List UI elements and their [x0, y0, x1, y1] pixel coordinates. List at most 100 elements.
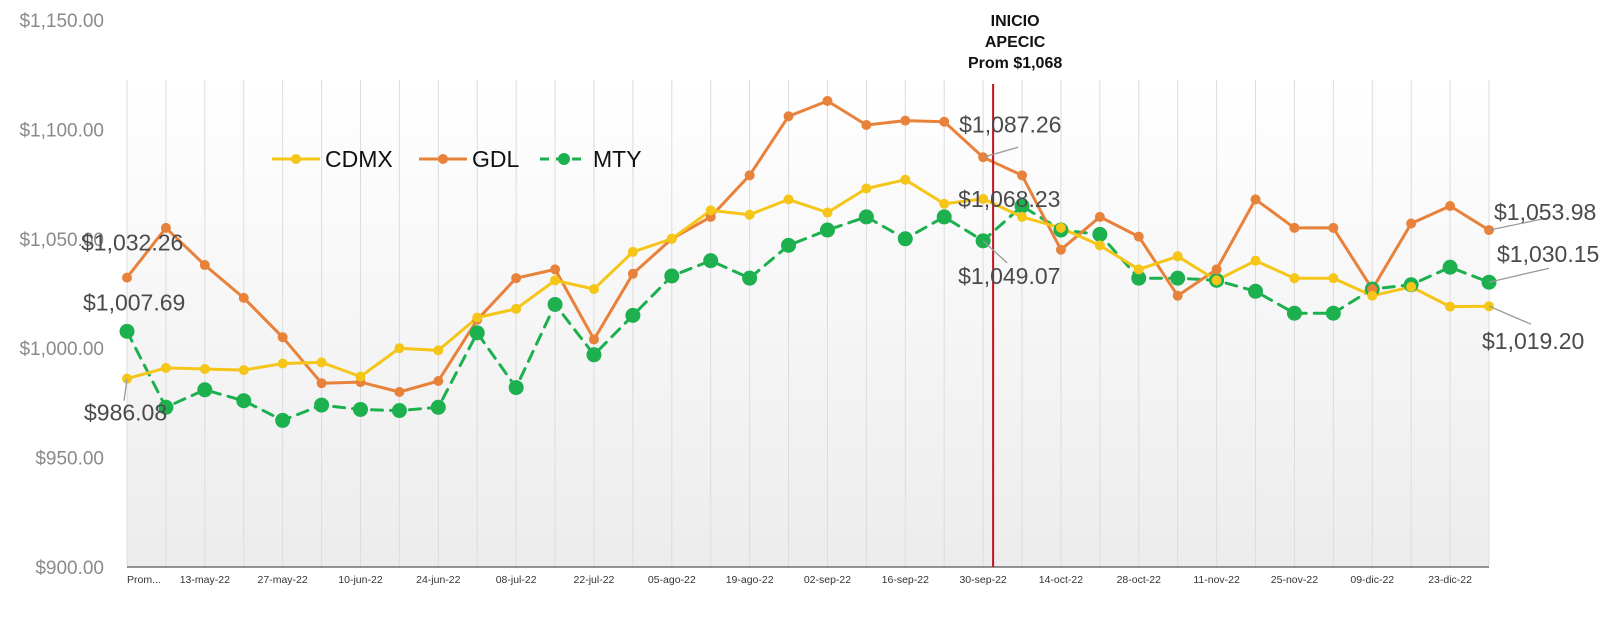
data-point-gdl: [394, 386, 405, 397]
data-point-mty: [1170, 270, 1186, 286]
data-point-mty: [897, 231, 913, 247]
legend: CDMX GDL MTY: [272, 146, 642, 172]
data-point-cdmx: [355, 371, 366, 382]
plot-background: [127, 80, 1489, 567]
callout-leader: [982, 146, 1019, 158]
data-point-cdmx: [627, 246, 638, 257]
callout-leader: [1488, 305, 1532, 325]
reference-label: INICIO: [991, 13, 1040, 30]
y-tick-label: $1,100.00: [19, 120, 104, 141]
data-point-cdmx: [978, 193, 989, 204]
callout-leader: [123, 378, 128, 401]
legend-swatch-marker-mty: [558, 153, 570, 165]
data-point-cdmx: [783, 194, 794, 205]
data-point-cdmx: [550, 275, 561, 286]
x-tick-label: 11-nov-22: [1193, 574, 1240, 586]
series-line-gdl: [125, 99, 1491, 394]
x-tick-label: 23-dic-22: [1428, 574, 1472, 586]
data-point-cdmx: [1406, 281, 1417, 292]
data-point-gdl: [900, 115, 911, 126]
data-point-cdmx: [588, 284, 599, 295]
series-line-cdmx: [125, 178, 1491, 381]
data-point-mty: [158, 399, 174, 415]
value-callout: $1,032.26: [81, 230, 183, 256]
data-point-mty: [936, 209, 952, 225]
data-point-cdmx: [1094, 240, 1105, 251]
data-point-gdl: [1172, 290, 1183, 301]
data-point-mty: [1442, 259, 1458, 275]
data-point-mty: [1092, 226, 1108, 242]
data-point-gdl: [122, 272, 132, 283]
value-callout: $1,007.69: [83, 289, 185, 315]
data-point-cdmx: [238, 365, 249, 376]
data-point-mty: [1325, 305, 1341, 321]
y-tick-label: $1,000.00: [19, 339, 104, 360]
data-point-cdmx: [1211, 275, 1222, 286]
data-point-mty: [119, 323, 135, 339]
value-callout: $1,053.98: [1494, 199, 1596, 225]
x-tick-label: 13-may-22: [180, 574, 230, 586]
data-point-mty: [469, 325, 485, 341]
data-point-gdl: [160, 222, 171, 233]
data-point-gdl: [1406, 218, 1417, 229]
data-point-gdl: [1055, 244, 1066, 255]
callout-leader: [982, 240, 1008, 264]
data-point-cdmx: [433, 345, 444, 356]
data-point-gdl: [627, 268, 638, 279]
data-point-mty: [391, 403, 407, 419]
data-point-mty: [703, 253, 719, 269]
data-point-mty: [742, 270, 758, 286]
data-point-cdmx: [1289, 273, 1300, 284]
data-point-cdmx: [1172, 251, 1183, 262]
data-point-mty: [275, 412, 291, 428]
x-tick-label: 25-nov-22: [1271, 574, 1318, 586]
data-point-gdl: [588, 334, 599, 345]
legend-label-mty: MTY: [593, 146, 642, 172]
y-tick-label: $1,150.00: [19, 11, 104, 32]
value-callout: $1,068.23: [958, 186, 1060, 212]
data-point-gdl: [1094, 211, 1105, 222]
data-point-mty: [352, 401, 368, 417]
value-callouts: $1,032.26 $1,007.69 $986.08 $1,087.26 $1,068…: [81, 111, 1599, 425]
data-point-mty: [664, 268, 680, 284]
data-point-gdl: [1289, 222, 1300, 233]
data-point-cdmx: [277, 358, 288, 369]
data-point-cdmx: [744, 209, 755, 220]
value-callout: $1,019.20: [1482, 328, 1584, 354]
data-point-gdl: [277, 332, 288, 343]
data-point-mty: [508, 380, 524, 396]
data-point-mty: [314, 397, 330, 413]
data-point-mty: [1248, 283, 1264, 299]
data-point-mty: [430, 399, 446, 415]
value-callout: $1,087.26: [959, 111, 1061, 137]
data-point-gdl: [1445, 200, 1456, 211]
legend-label-gdl: GDL: [472, 146, 520, 172]
data-point-cdmx: [1328, 273, 1339, 284]
data-point-cdmx: [316, 357, 327, 368]
data-point-gdl: [433, 376, 444, 387]
y-tick-label: $900.00: [35, 558, 104, 579]
x-tick-label: 16-sep-22: [882, 574, 929, 586]
data-point-gdl: [1017, 170, 1028, 181]
reference-label: APECIC: [985, 34, 1046, 51]
legend-swatch-marker-gdl: [438, 154, 448, 164]
data-point-cdmx: [1133, 264, 1144, 275]
callout-leader: [1488, 217, 1548, 231]
data-point-cdmx: [1055, 222, 1066, 233]
data-point-gdl: [1133, 231, 1144, 242]
callout-leader: [1488, 267, 1550, 283]
data-point-gdl: [822, 95, 833, 106]
reference-label: Prom $1,068: [968, 55, 1062, 72]
data-point-gdl: [550, 264, 561, 275]
x-tick-label: Prom...: [127, 574, 161, 586]
data-point-gdl: [316, 378, 327, 389]
x-tick-label: 24-jun-22: [416, 574, 461, 586]
data-point-mty: [858, 209, 874, 225]
x-tick-label: 22-jul-22: [574, 574, 615, 586]
data-point-mty: [781, 237, 797, 253]
value-callout: $1,030.15: [1497, 241, 1599, 267]
x-tick-label: 10-jun-22: [338, 574, 383, 586]
data-point-cdmx: [1367, 290, 1378, 301]
